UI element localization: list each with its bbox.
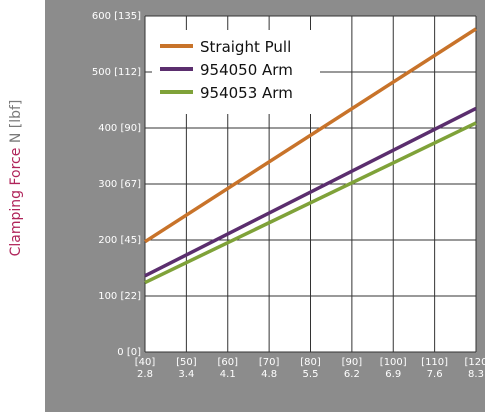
x-tick-label-top: [60] bbox=[217, 357, 238, 368]
y-tick-label: 400 [90] bbox=[98, 123, 141, 134]
x-tick-label-top: [100] bbox=[380, 357, 407, 368]
y-tick-label: 600 [135] bbox=[92, 11, 141, 22]
x-tick-label-bottom: 7.6 bbox=[427, 369, 443, 380]
x-tick-label-bottom: 5.5 bbox=[303, 369, 319, 380]
x-tick-label-top: [120 bbox=[465, 357, 485, 368]
legend-label: Straight Pull bbox=[200, 38, 291, 56]
x-tick-label-bottom: 4.1 bbox=[220, 369, 236, 380]
y-tick-label: 0 [0] bbox=[117, 347, 141, 358]
x-tick-label-bottom: 6.9 bbox=[385, 369, 401, 380]
series-line bbox=[144, 27, 477, 244]
series-line bbox=[144, 121, 477, 285]
y-tick-label: 500 [112] bbox=[92, 67, 141, 78]
x-tick-label-top: [70] bbox=[259, 357, 280, 368]
x-tick-label-bottom: 8.3 bbox=[468, 369, 484, 380]
x-tick-label-bottom: 2.8 bbox=[137, 369, 153, 380]
legend-label: 954053 Arm bbox=[200, 84, 293, 102]
x-tick-label-bottom: 3.4 bbox=[178, 369, 194, 380]
x-tick-label-top: [80] bbox=[300, 357, 321, 368]
x-tick-label-top: [50] bbox=[176, 357, 197, 368]
x-tick-label-top: [40] bbox=[135, 357, 156, 368]
x-tick-label-top: [90] bbox=[342, 357, 363, 368]
x-tick-label-bottom: 6.2 bbox=[344, 369, 360, 380]
y-tick-label: 200 [45] bbox=[98, 235, 141, 246]
x-tick-label-top: [110] bbox=[421, 357, 448, 368]
series-line bbox=[144, 106, 477, 278]
x-tick-label-bottom: 4.8 bbox=[261, 369, 277, 380]
y-tick-label: 100 [22] bbox=[98, 291, 141, 302]
legend-label: 954050 Arm bbox=[200, 61, 293, 79]
y-tick-label: 300 [67] bbox=[98, 179, 141, 190]
